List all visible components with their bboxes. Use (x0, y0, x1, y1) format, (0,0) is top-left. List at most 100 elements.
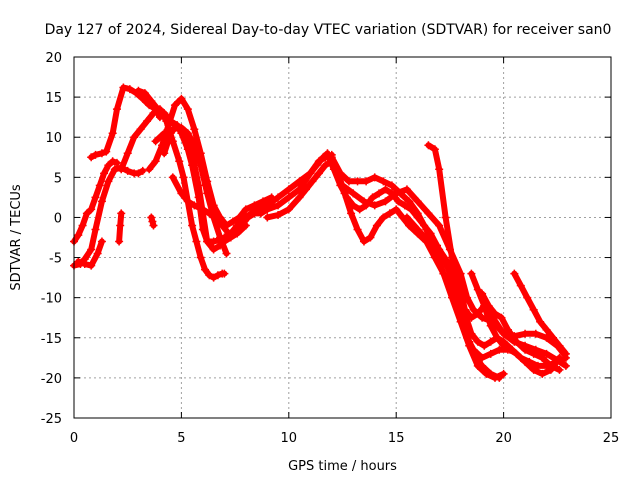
data-point-marker (112, 105, 121, 114)
data-point-marker (190, 125, 199, 134)
data-point-marker (486, 337, 495, 346)
data-point-marker (448, 293, 457, 302)
data-point-marker (175, 157, 184, 166)
data-point-marker (349, 189, 358, 198)
data-point-marker (237, 221, 246, 230)
data-point-marker (211, 213, 220, 222)
data-point-marker (405, 197, 414, 206)
y-tick-label: 0 (54, 211, 62, 226)
data-point-marker (542, 349, 551, 358)
data-point-marker (97, 149, 106, 158)
data-point-marker (115, 237, 124, 246)
data-point-marker (203, 237, 212, 246)
data-point-marker (536, 317, 545, 326)
data-point-marker (448, 253, 457, 262)
data-point-marker (353, 177, 362, 186)
data-point-marker (342, 193, 351, 202)
data-point-marker (80, 259, 89, 268)
data-point-marker (138, 166, 147, 175)
data-point-marker (284, 193, 293, 202)
data-point-marker (170, 101, 179, 110)
data-point-marker (196, 253, 205, 262)
data-point-marker (147, 97, 156, 106)
data-point-marker (100, 169, 109, 178)
series-track-10 (168, 150, 336, 238)
data-point-marker (473, 337, 482, 346)
data-point-marker (512, 337, 521, 346)
data-point-marker (375, 189, 384, 198)
data-point-marker (521, 329, 530, 338)
data-point-marker (284, 205, 293, 214)
data-point-marker (104, 177, 113, 186)
data-point-marker (546, 361, 555, 370)
data-point-marker (521, 345, 530, 354)
data-point-marker (359, 237, 368, 246)
data-point-marker (555, 365, 564, 374)
y-tick-label: 15 (45, 91, 62, 106)
data-point-marker (218, 221, 227, 230)
plot-frame (73, 56, 612, 419)
series-track-19 (510, 269, 570, 358)
series-track-17 (467, 269, 564, 378)
data-point-marker (123, 166, 132, 175)
data-point-marker (177, 94, 186, 103)
series-track-1 (70, 157, 121, 246)
data-point-marker (555, 341, 564, 350)
data-point-marker (413, 225, 422, 234)
data-point-marker (108, 129, 117, 138)
series-track-4 (87, 83, 164, 162)
data-point-marker (549, 333, 558, 342)
x-tick-label: 25 (603, 431, 620, 446)
data-point-marker (231, 229, 240, 238)
data-point-marker (473, 361, 482, 370)
data-point-marker (213, 271, 222, 280)
data-point-marker (486, 321, 495, 330)
data-point-marker (125, 85, 134, 94)
data-point-marker (198, 205, 207, 214)
data-point-marker (153, 105, 162, 114)
data-point-marker (495, 345, 504, 354)
data-point-marker (368, 193, 377, 202)
data-point-marker (151, 137, 160, 146)
data-point-marker (456, 317, 465, 326)
data-point-marker (353, 225, 362, 234)
data-point-marker (497, 313, 506, 322)
data-point-marker (151, 157, 160, 166)
data-point-marker (400, 201, 409, 210)
data-point-marker (465, 341, 474, 350)
data-point-marker (91, 225, 100, 234)
series-line (169, 151, 335, 237)
data-point-marker (349, 201, 358, 210)
data-point-marker (392, 205, 401, 214)
data-point-marker (179, 173, 188, 182)
data-point-marker (295, 193, 304, 202)
data-point-marker (194, 181, 203, 190)
y-axis-label: SDTVAR / TECUs (9, 184, 24, 291)
data-point-marker (512, 349, 521, 358)
data-point-marker (385, 209, 394, 218)
data-point-marker (370, 173, 379, 182)
data-point-marker (424, 237, 433, 246)
data-point-marker (538, 353, 547, 362)
data-point-marker (123, 149, 132, 158)
data-point-marker (267, 193, 276, 202)
data-point-marker (160, 109, 169, 118)
data-point-marker (469, 305, 478, 314)
data-point-marker (102, 147, 111, 156)
data-point-marker (183, 105, 192, 114)
data-point-marker (482, 369, 491, 378)
data-point-marker (402, 185, 411, 194)
chart-title: Day 127 of 2024, Sidereal Day-to-day VTE… (45, 22, 612, 38)
series-line (135, 87, 331, 245)
data-point-marker (93, 249, 102, 258)
data-point-marker (87, 261, 96, 270)
data-point-marker (177, 189, 186, 198)
data-point-marker (74, 257, 83, 266)
data-point-marker (82, 209, 91, 218)
data-point-marker (220, 269, 229, 278)
data-point-marker (413, 209, 422, 218)
data-point-marker (222, 249, 231, 258)
data-point-marker (160, 149, 169, 158)
data-point-marker (435, 221, 444, 230)
data-point-marker (355, 205, 364, 214)
